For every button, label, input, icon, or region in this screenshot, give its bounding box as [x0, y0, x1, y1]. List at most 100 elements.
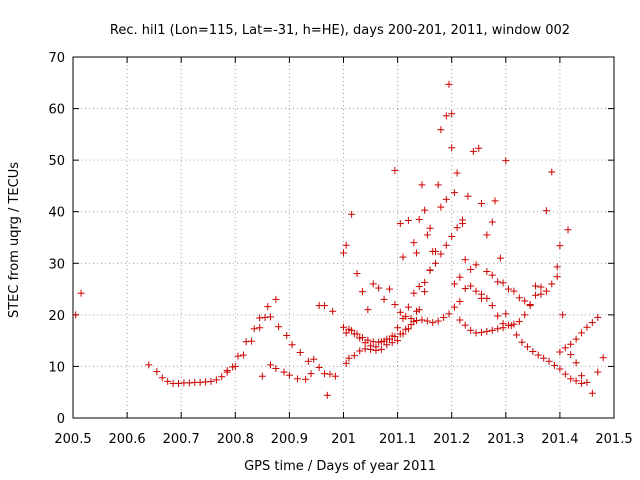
data-point [534, 351, 542, 359]
data-point [367, 342, 375, 350]
data-point [445, 80, 453, 88]
data-point [391, 166, 399, 174]
data-point [431, 259, 439, 267]
data-point [231, 362, 239, 370]
data-point [442, 112, 450, 120]
data-point [578, 329, 586, 337]
data-point [450, 303, 458, 311]
data-point [477, 294, 485, 302]
data-point [494, 325, 502, 333]
data-point [413, 317, 421, 325]
data-point [488, 326, 496, 334]
data-point [288, 341, 296, 349]
data-point [223, 367, 231, 375]
data-point [307, 370, 315, 378]
data-point [423, 317, 431, 325]
data-point [429, 247, 437, 255]
data-point [361, 339, 369, 347]
data-point [450, 189, 458, 197]
data-point [548, 168, 556, 176]
data-point [594, 313, 602, 321]
data-point [342, 329, 350, 337]
y-axis-label: STEC from uqrg / TECUs [7, 162, 22, 318]
y-tick-label: 60 [48, 103, 65, 118]
data-point [164, 377, 172, 385]
y-tick-label: 10 [48, 360, 65, 375]
data-point [491, 197, 499, 205]
data-point [353, 270, 361, 278]
data-point [467, 282, 475, 290]
data-point [556, 242, 564, 250]
data-point [488, 218, 496, 226]
data-point [532, 291, 540, 299]
data-point [469, 147, 477, 155]
data-point [556, 365, 564, 373]
data-point [248, 337, 256, 345]
data-point [561, 344, 569, 352]
data-point [513, 331, 521, 339]
data-point [361, 345, 369, 353]
data-point [202, 378, 210, 386]
y-tick-label: 30 [48, 257, 65, 272]
data-point [437, 126, 445, 134]
data-point [234, 352, 242, 360]
data-point [488, 302, 496, 310]
y-tick-label: 50 [48, 154, 65, 169]
data-point [418, 316, 426, 324]
data-point [583, 323, 591, 331]
data-point [266, 313, 274, 321]
data-point [239, 351, 247, 359]
x-tick-label: 201 [331, 432, 356, 447]
data-point [377, 338, 385, 346]
x-tick-label: 201.5 [595, 432, 632, 447]
data-point [421, 206, 429, 214]
data-point [350, 330, 358, 338]
chart-title: Rec. hil1 (Lon=115, Lat=-31, h=HE), days… [110, 23, 570, 38]
y-tick-label: 20 [48, 309, 65, 324]
data-point [567, 351, 575, 359]
data-point [399, 253, 407, 261]
data-point [445, 310, 453, 318]
data-point [258, 372, 266, 380]
data-point [510, 287, 518, 295]
data-point [475, 144, 483, 152]
data-point [323, 391, 331, 399]
data-point [578, 372, 586, 380]
data-point [567, 340, 575, 348]
x-tick-label: 200.8 [217, 432, 254, 447]
data-point [494, 312, 502, 320]
data-point [394, 324, 402, 332]
data-point [207, 377, 215, 385]
x-tick-label: 201.1 [379, 432, 416, 447]
data-point [331, 372, 339, 380]
data-point [342, 359, 350, 367]
data-point [515, 318, 523, 326]
data-point [350, 352, 358, 360]
data-point [518, 338, 526, 346]
data-point [483, 268, 491, 276]
y-tick-label: 0 [57, 412, 65, 427]
data-point [380, 295, 388, 303]
data-point [553, 273, 561, 281]
data-point [421, 288, 429, 296]
data-point [461, 321, 469, 329]
data-point [572, 377, 580, 385]
data-point [256, 324, 264, 332]
data-point [502, 310, 510, 318]
data-point [315, 363, 323, 371]
data-point [540, 354, 548, 362]
data-point [467, 265, 475, 273]
data-point [394, 337, 402, 345]
data-point [404, 216, 412, 224]
data-point [467, 326, 475, 334]
data-point [477, 199, 485, 207]
data-point [448, 144, 456, 152]
data-point [523, 343, 531, 351]
data-point [442, 195, 450, 203]
data-point [242, 338, 250, 346]
data-points [72, 80, 607, 399]
x-tick-label: 200.6 [108, 432, 145, 447]
data-point [483, 231, 491, 239]
grid-layer [73, 57, 614, 418]
data-point [302, 375, 310, 383]
